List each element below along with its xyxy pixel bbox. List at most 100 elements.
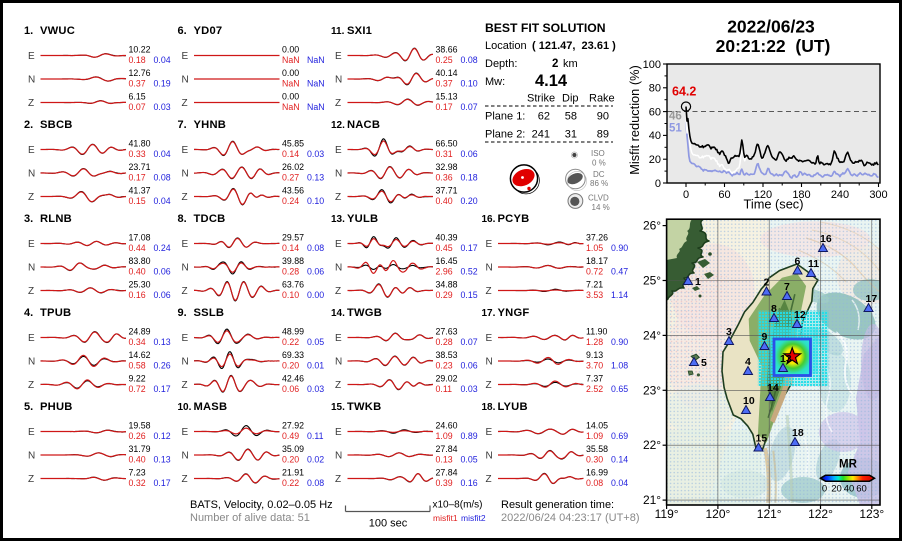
svg-text:16.99: 16.99 [586,468,608,478]
svg-text:0.39: 0.39 [436,478,453,488]
svg-text:0.05: 0.05 [461,455,478,465]
svg-text:0.07: 0.07 [461,102,478,112]
svg-text:7.: 7. [178,119,187,131]
svg-text:100: 100 [643,59,661,71]
svg-text:9.13: 9.13 [586,350,603,360]
svg-text:ISO: ISO [591,149,605,158]
svg-text:0.13: 0.13 [154,455,171,465]
svg-text:0.72: 0.72 [586,267,603,277]
svg-text:0.22: 0.22 [282,478,299,488]
svg-text:120°: 120° [705,507,730,521]
svg-text:240: 240 [831,189,849,201]
svg-text:0.25: 0.25 [436,55,453,65]
svg-text:0.34: 0.34 [129,337,146,347]
svg-text:E: E [182,145,189,156]
svg-text:E: E [28,145,35,156]
svg-text:0.04: 0.04 [611,478,628,488]
svg-text:0.08: 0.08 [461,55,478,65]
svg-text:E: E [335,427,342,438]
svg-text:0.44: 0.44 [129,243,146,253]
svg-text:39.88: 39.88 [282,256,304,266]
svg-text:5: 5 [701,357,707,369]
svg-text:1.14: 1.14 [611,290,628,300]
svg-text:1.05: 1.05 [586,243,603,253]
svg-text:CLVD: CLVD [588,194,609,203]
svg-text:N: N [486,451,493,462]
svg-text:14 %: 14 % [592,203,610,212]
svg-text:16: 16 [820,233,832,245]
svg-text:15.: 15. [331,402,345,413]
svg-text:20: 20 [831,484,842,495]
svg-text:0.90: 0.90 [611,337,628,347]
svg-text:0.08: 0.08 [586,478,603,488]
svg-text:0.27: 0.27 [282,173,299,183]
svg-text:69.33: 69.33 [282,350,304,360]
svg-text:83.80: 83.80 [129,256,151,266]
svg-text:Location: Location [485,40,527,52]
svg-text:0.52: 0.52 [461,267,478,277]
svg-text:0.04: 0.04 [154,196,171,206]
svg-text:0.28: 0.28 [436,337,453,347]
svg-text:37.26: 37.26 [586,233,608,243]
svg-text:45.85: 45.85 [282,139,304,149]
svg-text:35.09: 35.09 [282,444,304,454]
svg-text:1.08: 1.08 [611,361,628,371]
svg-text:27.63: 27.63 [436,327,458,337]
svg-text:0.06: 0.06 [154,267,171,277]
svg-text:11: 11 [808,258,819,270]
svg-text:Z: Z [486,286,492,297]
svg-text:31: 31 [565,129,577,141]
svg-text:0.72: 0.72 [129,384,146,394]
svg-text:0.03: 0.03 [154,102,171,112]
svg-text:0.29: 0.29 [436,290,453,300]
svg-text:80: 80 [649,83,661,95]
svg-text:0.11: 0.11 [436,384,453,394]
svg-text:TWGB: TWGB [347,307,382,319]
svg-text:N: N [182,75,189,86]
svg-text:0.17: 0.17 [154,384,171,394]
svg-text:10: 10 [743,395,755,407]
svg-text:Z: Z [28,286,34,297]
svg-text:40.39: 40.39 [436,233,458,243]
svg-text:0.40: 0.40 [129,267,146,277]
svg-text:40.14: 40.14 [436,68,458,78]
svg-text:0.28: 0.28 [282,267,299,277]
svg-text:0.18: 0.18 [461,173,478,183]
svg-text:0.33: 0.33 [129,149,146,159]
svg-text:PHUB: PHUB [40,401,73,413]
svg-text:0.14: 0.14 [282,243,299,253]
svg-text:17.08: 17.08 [129,233,151,243]
svg-text:0.30: 0.30 [586,455,603,465]
svg-text:Z: Z [486,380,492,391]
svg-text:3.53: 3.53 [586,290,603,300]
svg-text:E: E [28,239,35,250]
svg-text:Z: Z [28,380,34,391]
svg-text:Z: Z [182,192,188,203]
svg-text:40: 40 [844,484,855,495]
svg-text:BEST FIT SOLUTION: BEST FIT SOLUTION [485,21,606,35]
svg-text:58: 58 [565,111,577,123]
svg-text:34.88: 34.88 [436,280,458,290]
svg-text:2022/06/24 04:23:17 (UT+8): 2022/06/24 04:23:17 (UT+8) [501,512,640,524]
svg-text:0.18: 0.18 [129,55,146,65]
svg-text:0.00: 0.00 [307,290,324,300]
svg-text:24.60: 24.60 [436,421,458,431]
svg-text:66.50: 66.50 [436,139,458,149]
svg-text:300: 300 [869,189,887,201]
svg-text:9: 9 [762,331,768,343]
svg-text:21°: 21° [643,493,661,507]
svg-text:41.37: 41.37 [129,186,151,196]
svg-text:x10–8(m/s): x10–8(m/s) [433,500,483,511]
svg-text:SSLB: SSLB [194,307,225,319]
svg-text:0.16: 0.16 [461,478,478,488]
svg-text:0.04: 0.04 [154,55,171,65]
svg-text:4.: 4. [24,307,33,319]
svg-text:63.76: 63.76 [282,280,304,290]
svg-text:N: N [182,451,189,462]
svg-text:100 sec: 100 sec [369,518,408,530]
svg-text:19.58: 19.58 [129,421,151,431]
svg-text:Z: Z [335,380,341,391]
svg-text:0.07: 0.07 [129,102,146,112]
svg-text:N: N [28,169,35,180]
svg-text:0.26: 0.26 [154,361,171,371]
